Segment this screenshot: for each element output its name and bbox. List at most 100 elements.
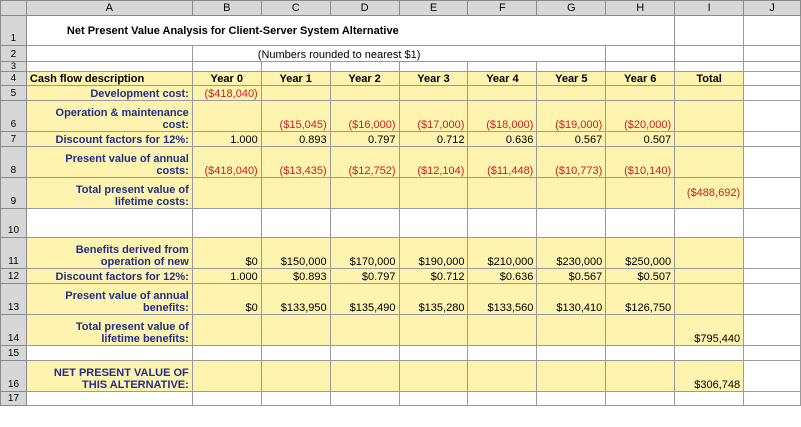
- column-header-a[interactable]: A: [25, 0, 193, 16]
- year-header[interactable]: Year 5: [536, 71, 607, 86]
- discount-factor-label[interactable]: Discount factors for 12%:: [25, 131, 193, 147]
- cell[interactable]: [743, 61, 801, 72]
- cell[interactable]: [398, 208, 469, 238]
- cell[interactable]: [329, 177, 400, 209]
- sheet-subtitle[interactable]: (Numbers rounded to nearest $1): [191, 45, 607, 62]
- pv-costs-cell[interactable]: ($11,448): [467, 146, 538, 178]
- development-cost-cell[interactable]: [536, 85, 607, 101]
- cell[interactable]: [605, 177, 676, 209]
- cell[interactable]: [605, 360, 676, 392]
- cell[interactable]: [743, 15, 801, 46]
- operation-cost-cell[interactable]: ($15,045): [260, 100, 331, 132]
- column-header-e[interactable]: E: [398, 0, 469, 16]
- operation-cost-cell[interactable]: ($17,000): [398, 100, 469, 132]
- cell[interactable]: [467, 360, 538, 392]
- discount-factor-label[interactable]: Discount factors for 12%:: [25, 268, 193, 284]
- cell[interactable]: [605, 345, 676, 361]
- cell[interactable]: [467, 208, 538, 238]
- cell[interactable]: [467, 61, 538, 72]
- cell[interactable]: [260, 360, 331, 392]
- sheet-title[interactable]: Net Present Value Analysis for Client-Se…: [25, 15, 606, 46]
- cell[interactable]: [467, 177, 538, 209]
- cell[interactable]: [467, 314, 538, 346]
- cell[interactable]: [743, 283, 801, 315]
- pv-benefits-cell[interactable]: $0: [191, 283, 262, 315]
- year-header[interactable]: Year 3: [398, 71, 469, 86]
- cash-flow-header[interactable]: Cash flow description: [25, 71, 193, 86]
- cell[interactable]: [743, 208, 801, 238]
- cell[interactable]: [743, 360, 801, 392]
- cell[interactable]: [605, 391, 676, 406]
- discount-factor-cell[interactable]: 0.893: [260, 131, 331, 147]
- cell[interactable]: [329, 61, 400, 72]
- select-all-corner[interactable]: [0, 0, 27, 16]
- row-header[interactable]: 11: [0, 237, 27, 269]
- cell[interactable]: [605, 208, 676, 238]
- total-pv-benefits-label[interactable]: Total present value of lifetime benefits:: [25, 314, 193, 346]
- cell[interactable]: [743, 146, 801, 178]
- row-header[interactable]: 1: [0, 15, 27, 46]
- cell[interactable]: [743, 268, 801, 284]
- cell[interactable]: [605, 15, 676, 46]
- column-header-h[interactable]: H: [605, 0, 676, 16]
- development-cost-cell[interactable]: [260, 85, 331, 101]
- cell[interactable]: [329, 314, 400, 346]
- column-header-g[interactable]: G: [536, 0, 607, 16]
- development-cost-cell[interactable]: [398, 85, 469, 101]
- row-header[interactable]: 12: [0, 268, 27, 284]
- column-header-f[interactable]: F: [467, 0, 538, 16]
- cell[interactable]: [743, 85, 801, 101]
- row-header[interactable]: 17: [0, 391, 27, 406]
- cell[interactable]: [260, 61, 331, 72]
- discount-factor-cell[interactable]: 0.507: [605, 131, 676, 147]
- row-header[interactable]: 16: [0, 360, 27, 392]
- row-header[interactable]: 7: [0, 131, 27, 147]
- cell[interactable]: [329, 345, 400, 361]
- total-pv-costs-cell[interactable]: ($488,692): [674, 177, 745, 209]
- cell[interactable]: [191, 345, 262, 361]
- pv-costs-cell[interactable]: ($12,752): [329, 146, 400, 178]
- cell[interactable]: [398, 61, 469, 72]
- discount-factor-cell[interactable]: 0.636: [467, 131, 538, 147]
- npv-label[interactable]: NET PRESENT VALUE OF THIS ALTERNATIVE:: [25, 360, 193, 392]
- discount-factor-cell[interactable]: $0.567: [536, 268, 607, 284]
- cell[interactable]: [743, 71, 801, 86]
- operation-cost-cell[interactable]: ($20,000): [605, 100, 676, 132]
- row-header[interactable]: 3: [0, 61, 27, 72]
- row-header[interactable]: 4: [0, 71, 27, 86]
- total-header[interactable]: Total: [674, 71, 745, 86]
- total-cell[interactable]: [674, 283, 745, 315]
- row-header[interactable]: 13: [0, 283, 27, 315]
- cell[interactable]: [467, 345, 538, 361]
- development-cost-cell[interactable]: ($418,040): [191, 85, 262, 101]
- cell[interactable]: [536, 345, 607, 361]
- row-header[interactable]: 8: [0, 146, 27, 178]
- benefits-cell[interactable]: $230,000: [536, 237, 607, 269]
- cell[interactable]: [536, 391, 607, 406]
- benefits-cell[interactable]: $210,000: [467, 237, 538, 269]
- pv-costs-label[interactable]: Present value of annual costs:: [25, 146, 193, 178]
- pv-benefits-cell[interactable]: $133,950: [260, 283, 331, 315]
- cell[interactable]: [260, 391, 331, 406]
- npv-cell[interactable]: $306,748: [674, 360, 745, 392]
- cell[interactable]: [191, 391, 262, 406]
- pv-benefits-cell[interactable]: $130,410: [536, 283, 607, 315]
- cell[interactable]: [25, 61, 193, 72]
- total-cell[interactable]: [674, 268, 745, 284]
- column-header-d[interactable]: D: [329, 0, 400, 16]
- total-pv-costs-label[interactable]: Total present value of lifetime costs:: [25, 177, 193, 209]
- cell[interactable]: [536, 360, 607, 392]
- year-header[interactable]: Year 2: [329, 71, 400, 86]
- discount-factor-cell[interactable]: 1.000: [191, 268, 262, 284]
- cell[interactable]: [329, 208, 400, 238]
- discount-factor-cell[interactable]: $0.507: [605, 268, 676, 284]
- operation-cost-label[interactable]: Operation & maintenance cost:: [25, 100, 193, 132]
- cell[interactable]: [743, 100, 801, 132]
- discount-factor-cell[interactable]: $0.636: [467, 268, 538, 284]
- cell[interactable]: [743, 237, 801, 269]
- year-header[interactable]: Year 4: [467, 71, 538, 86]
- column-header-b[interactable]: B: [191, 0, 262, 16]
- pv-costs-cell[interactable]: ($12,104): [398, 146, 469, 178]
- cell[interactable]: [605, 314, 676, 346]
- discount-factor-cell[interactable]: $0.893: [260, 268, 331, 284]
